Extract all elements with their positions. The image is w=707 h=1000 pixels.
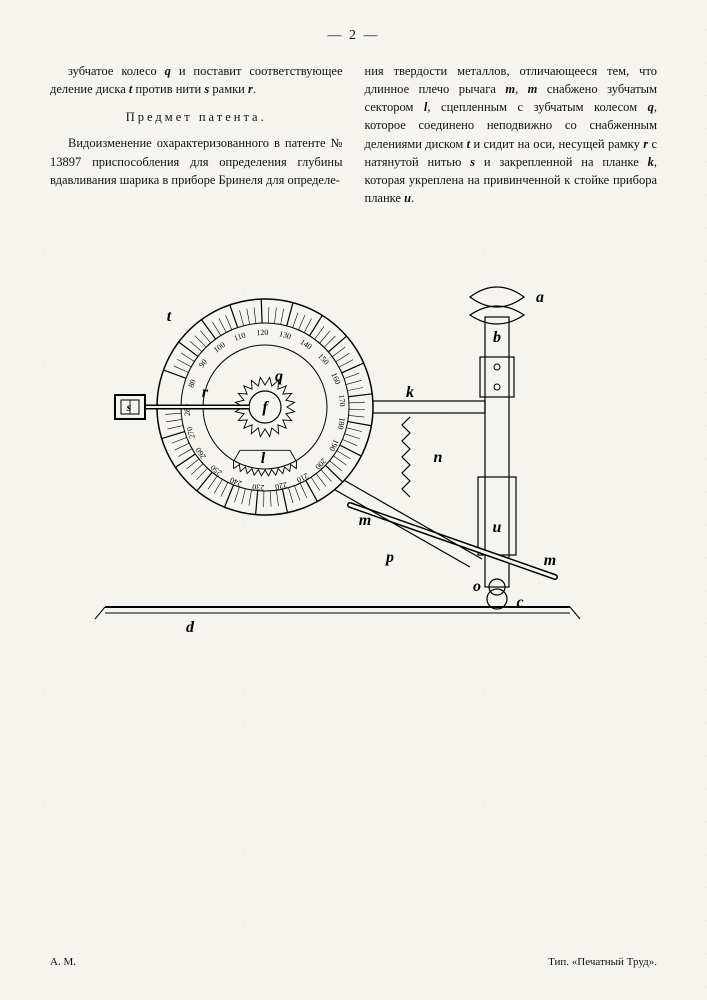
svg-text:n: n — [434, 449, 443, 466]
patent-figure: docubakmmpn80901001101201301401501601701… — [50, 247, 657, 687]
right-para: ния твердости металлов, отличающееся тем… — [365, 62, 658, 207]
text-columns: зубчатое колесо q и поставит соответству… — [50, 62, 657, 207]
svg-text:t: t — [167, 308, 172, 325]
page-number: — 2 — — [50, 28, 657, 44]
svg-text:p: p — [384, 549, 394, 566]
svg-text:m: m — [359, 512, 371, 529]
svg-text:s: s — [126, 400, 132, 414]
left-para-2: Видоизменение охарактеризованного в пате… — [50, 134, 343, 188]
svg-text:l: l — [261, 450, 266, 467]
left-para-1: зубчатое колесо q и поставит соответству… — [50, 62, 343, 98]
svg-text:o: o — [473, 578, 481, 595]
svg-text:u: u — [493, 519, 502, 536]
svg-text:m: m — [544, 552, 556, 569]
svg-text:r: r — [202, 384, 209, 401]
svg-text:c: c — [516, 594, 523, 611]
footer-left: А. М. — [50, 956, 76, 968]
footer-right: Тип. «Печатный Труд». — [548, 956, 657, 968]
svg-text:170: 170 — [337, 394, 347, 407]
svg-text:120: 120 — [256, 328, 268, 337]
footer-row: А. М. Тип. «Печатный Труд». — [50, 956, 657, 968]
svg-text:d: d — [186, 619, 195, 636]
svg-text:230: 230 — [252, 482, 265, 492]
subject-heading: Предмет патента. — [50, 108, 343, 126]
svg-text:k: k — [406, 384, 414, 401]
left-column: зубчатое колесо q и поставит соответству… — [50, 62, 343, 207]
svg-text:a: a — [536, 289, 544, 306]
svg-text:b: b — [493, 329, 501, 346]
right-column: ния твердости металлов, отличающееся тем… — [365, 62, 658, 207]
svg-text:q: q — [275, 368, 283, 385]
